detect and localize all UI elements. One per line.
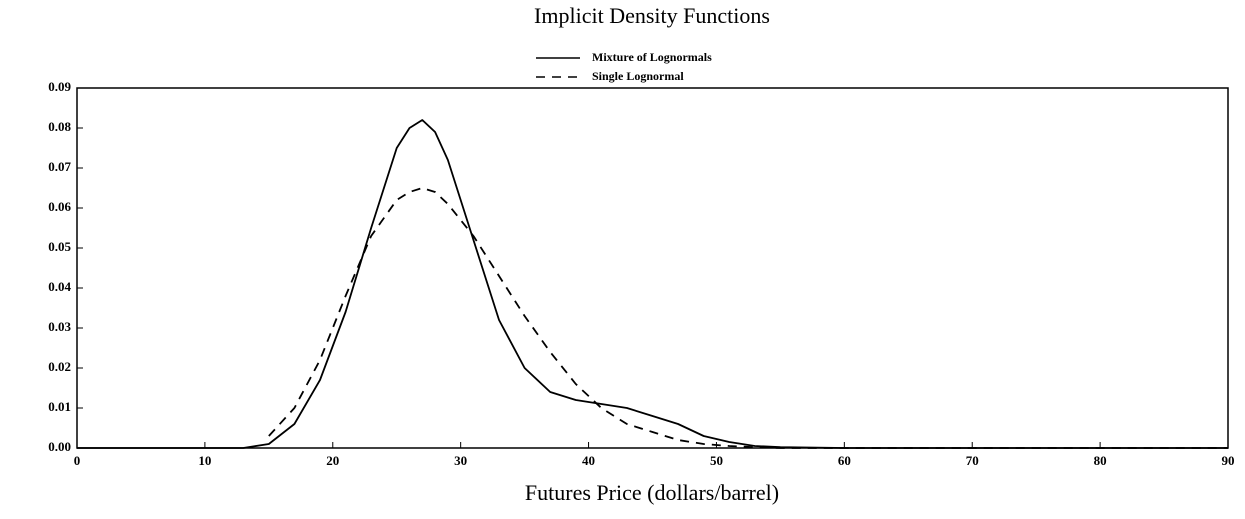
y-tick-label: 0.08 [48,119,71,134]
x-tick-label: 10 [198,453,211,468]
y-tick-label: 0.01 [48,399,71,414]
y-tick-label: 0.05 [48,239,71,254]
x-tick-label: 30 [454,453,467,468]
x-tick-label: 70 [966,453,979,468]
y-tick-label: 0.06 [48,199,71,214]
y-tick-label: 0.03 [48,319,71,334]
x-tick-label: 60 [838,453,851,468]
chart-title: Implicit Density Functions [534,3,770,28]
y-tick-label: 0.04 [48,279,71,294]
x-tick-label: 0 [74,453,81,468]
x-tick-label: 80 [1094,453,1107,468]
legend-label: Single Lognormal [592,69,684,83]
x-tick-label: 20 [326,453,339,468]
plot-frame [76,87,1229,449]
y-tick-label: 0.02 [48,359,71,374]
y-tick-label: 0.07 [48,159,71,174]
series-line [77,119,1228,449]
x-tick-label: 40 [582,453,595,468]
x-axis-label: Futures Price (dollars/barrel) [525,480,779,505]
legend-label: Mixture of Lognormals [592,50,712,64]
y-tick-label: 0.00 [48,439,71,454]
y-tick-label: 0.09 [48,79,71,94]
x-tick-label: 50 [710,453,723,468]
series-line [268,187,1228,449]
x-tick-label: 90 [1222,453,1235,468]
